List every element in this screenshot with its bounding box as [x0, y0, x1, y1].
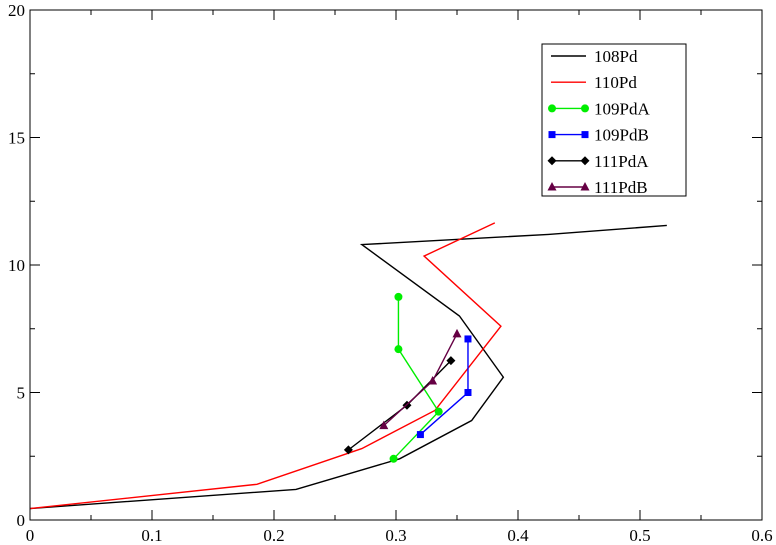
legend-marker-111pda — [580, 156, 590, 166]
data-point-111pda — [343, 445, 353, 455]
x-tick-label: 0.4 — [507, 526, 529, 545]
legend-marker-109pdb — [548, 131, 556, 139]
y-tick-label: 5 — [17, 384, 26, 403]
x-tick-label: 0.1 — [141, 526, 162, 545]
legend: 108Pd 110Pd 109PdA 109PdB 111PdA 111PdB — [541, 43, 687, 197]
series-line-108pd — [29, 224, 667, 510]
data-point-109pdb — [464, 335, 472, 343]
legend-marker-111pdb — [547, 182, 557, 191]
y-tick-label: 10 — [8, 256, 25, 275]
x-tick-label: 0 — [26, 526, 35, 545]
legend-marker-109pda — [581, 104, 589, 113]
x-tick-label: 0.2 — [263, 526, 284, 545]
legend-marker-111pdb — [580, 182, 590, 191]
y-tick-label: 0 — [17, 511, 26, 530]
x-tick-label: 0.3 — [385, 526, 406, 545]
x-tick-label: 0.6 — [751, 526, 772, 545]
legend-marker-111pda — [547, 156, 557, 166]
data-point-111pdb — [379, 420, 389, 430]
data-point-111pda — [446, 356, 456, 366]
legend-label-109pdb: 109PdB — [594, 126, 649, 145]
series-line-109pda — [393, 296, 440, 460]
legend-label-108pd: 108Pd — [594, 47, 638, 66]
legend-marker-109pdb — [581, 131, 589, 139]
legend-label-111pda: 111PdA — [594, 152, 649, 171]
data-point-109pdb — [464, 389, 472, 396]
data-point-109pda — [434, 407, 443, 416]
data-point-109pdb — [416, 431, 424, 439]
series-111pdb — [379, 328, 462, 430]
data-point-111pdb — [428, 376, 438, 385]
x-tick-label: 0.5 — [629, 526, 650, 545]
legend-label-110pd: 110Pd — [594, 73, 637, 92]
y-tick-label: 20 — [8, 1, 25, 20]
y-tick-label: 15 — [8, 129, 25, 148]
legend-label-109pda: 109PdA — [594, 99, 650, 118]
data-point-109pda — [389, 454, 398, 463]
legend-label-111pdb: 111PdB — [594, 178, 648, 197]
axes-layer: 0 0.1 0.2 0.3 0.4 0.5 0.6 0 5 10 15 20 — [8, 1, 773, 545]
series-109pda — [389, 292, 443, 463]
data-point-109pda — [394, 345, 403, 354]
legend-marker-109pda — [548, 104, 556, 113]
data-point-111pdb — [452, 328, 462, 338]
series-layer — [29, 222, 667, 510]
data-point-109pda — [394, 292, 403, 301]
legend-box — [541, 43, 687, 197]
series-109pdb — [416, 335, 472, 439]
series-108pd — [29, 224, 667, 510]
